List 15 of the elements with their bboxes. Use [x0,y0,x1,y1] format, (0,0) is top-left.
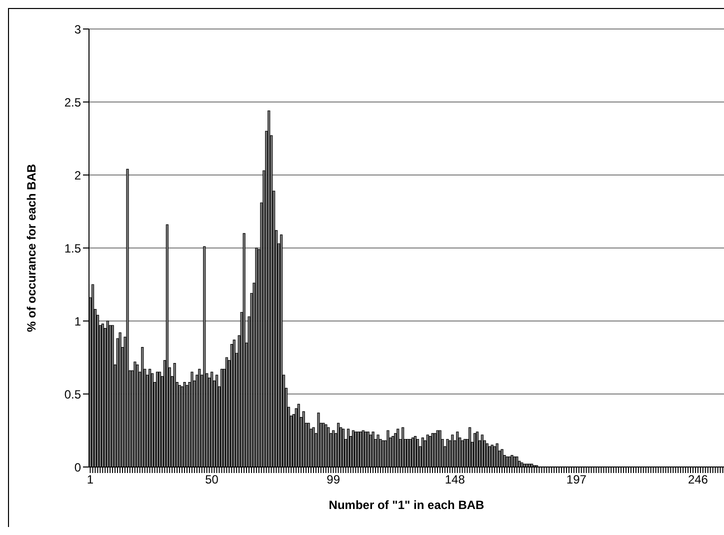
x-tick-label: 197 [566,472,587,487]
y-tick-label: 1 [74,314,82,328]
y-tick-label: 2.5 [64,95,82,110]
x-tick-label: 1 [86,472,94,487]
x-tick-label: 246 [688,472,708,487]
y-tick-label: 3 [74,22,82,36]
x-axis-title: Number of "1" in each BAB [328,498,485,512]
y-axis-title: % of occurance for each BAB [24,164,38,332]
x-tick-label: 148 [444,472,466,487]
x-tick-label: 50 [205,472,219,487]
y-tick-label: 2 [74,168,82,182]
x-tick-label: 99 [326,472,340,487]
y-tick-label: 0.5 [64,387,82,402]
y-tick-label: 1.5 [64,241,82,256]
y-tick-label: 0 [74,460,82,474]
